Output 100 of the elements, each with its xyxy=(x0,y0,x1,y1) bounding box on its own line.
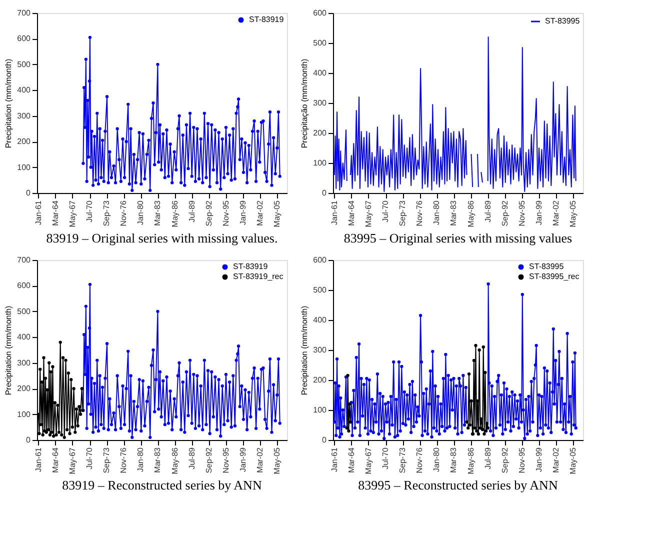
x-tick-label: Sep-92 xyxy=(204,446,214,474)
y-tick-label: 300 xyxy=(313,346,328,354)
x-tick-label: May-86 xyxy=(170,446,180,474)
x-tick-label: Sep-92 xyxy=(204,200,214,226)
x-tick-label: Mar-02 xyxy=(256,200,265,226)
text: 83919 – Reconstructed series by ANN xyxy=(62,478,262,493)
x-tick-label: Jan-61 xyxy=(330,200,339,225)
y-tick-label: 700 xyxy=(17,8,32,18)
x-tick-label: May-05 xyxy=(568,200,578,228)
x-tick-label: May-86 xyxy=(170,200,180,228)
x-tick-label: Nov-95 xyxy=(221,446,230,474)
x-tick-label: Mar-64 xyxy=(50,200,60,226)
x-tick-label: Sep-92 xyxy=(500,446,510,474)
y-tick-label: 600 xyxy=(17,281,32,290)
y-tick-label: 500 xyxy=(17,306,32,316)
x-tick-label: Mar-02 xyxy=(552,200,561,226)
y-tick-label: 400 xyxy=(17,332,32,342)
y-tick-label: 600 xyxy=(17,34,32,44)
legend-label: ST-83919 xyxy=(249,15,284,24)
y-tick-label: 300 xyxy=(313,98,328,108)
x-tick-label: Nov-76 xyxy=(119,446,128,474)
x-tick-label: Jan-99 xyxy=(534,446,544,472)
y-axis-title: Precipitação (mm/month) xyxy=(300,58,310,148)
x-tick-label: Sep-73 xyxy=(102,200,112,226)
x-tick-label: Nov-76 xyxy=(415,200,424,226)
x-tick-label: Mar-83 xyxy=(153,446,162,473)
x-tick-label: Nov-76 xyxy=(415,446,424,474)
x-tick-label: Sep-73 xyxy=(102,446,112,474)
legend-label: ST-83919_rec xyxy=(233,272,284,281)
x-tick-label: Jan-80 xyxy=(136,200,146,225)
y-tick-label: 700 xyxy=(17,256,32,264)
x-tick-label: Sep-73 xyxy=(398,200,408,226)
y-tick-label: 0 xyxy=(26,436,32,444)
x-tick-label: Jan-80 xyxy=(432,446,442,472)
x-tick-label: Nov-95 xyxy=(517,446,526,474)
y-tick-label: 300 xyxy=(17,111,32,120)
x-tick-label: May-67 xyxy=(68,200,77,228)
x-tick-label: Mar-02 xyxy=(256,446,265,473)
x-tick-label: May-67 xyxy=(364,200,373,228)
y-tick-label: 600 xyxy=(313,256,328,264)
y-tick-label: 400 xyxy=(313,68,328,78)
y-axis-title: Precipitation (mm/month) xyxy=(4,58,14,148)
x-tick-label: Jul-89 xyxy=(187,200,196,222)
text: 83995 – Original series with missing values xyxy=(344,230,572,246)
y-tick-label: 400 xyxy=(17,86,32,95)
y-tick-label: 100 xyxy=(17,410,32,419)
legend-label: ST-83995 xyxy=(545,16,580,26)
y-tick-label: 200 xyxy=(17,384,32,394)
x-tick-label: Mar-83 xyxy=(449,200,458,226)
x-tick-label: Jul-89 xyxy=(483,200,492,222)
x-tick-label: Jul-70 xyxy=(381,200,390,222)
x-tick-label: Mar-64 xyxy=(346,200,356,226)
x-tick-label: Mar-83 xyxy=(153,200,162,226)
y-tick-label: 0 xyxy=(322,436,328,444)
x-tick-label: May-05 xyxy=(272,446,282,474)
x-tick-label: Jan-99 xyxy=(238,200,248,225)
y-tick-label: 200 xyxy=(313,376,328,384)
y-tick-label: 600 xyxy=(313,8,328,18)
x-tick-label: Mar-64 xyxy=(346,446,356,473)
y-tick-label: 0 xyxy=(322,188,328,198)
y-tick-label: 200 xyxy=(313,128,328,138)
x-tick-label: Jan-99 xyxy=(534,200,544,225)
y-tick-label: 400 xyxy=(313,316,328,324)
y-tick-label: 500 xyxy=(313,38,328,48)
y-tick-label: 500 xyxy=(17,60,32,69)
x-tick-label: Jan-80 xyxy=(136,446,146,472)
x-tick-label: Jan-80 xyxy=(432,200,442,225)
y-tick-label: 100 xyxy=(17,162,32,172)
x-tick-label: Nov-95 xyxy=(517,200,526,226)
y-tick-label: 200 xyxy=(17,137,32,146)
x-tick-label: Jul-70 xyxy=(85,200,94,222)
y-axis-title: Precipitation (mm/month) xyxy=(300,305,310,396)
y-tick-label: 500 xyxy=(313,286,328,294)
x-tick-label: Mar-64 xyxy=(50,446,60,473)
x-tick-label: May-05 xyxy=(272,200,282,228)
x-tick-label: May-86 xyxy=(466,200,476,228)
legend-label: ST-83995 xyxy=(529,262,564,271)
x-tick-label: Jul-89 xyxy=(483,446,492,470)
x-tick-label: May-67 xyxy=(68,446,77,474)
x-tick-label: Mar-83 xyxy=(449,446,458,473)
x-tick-label: Jan-61 xyxy=(34,446,43,472)
x-tick-label: Sep-73 xyxy=(398,446,408,474)
x-tick-label: Nov-76 xyxy=(119,200,128,226)
x-tick-label: Sep-92 xyxy=(500,200,510,226)
legend-label: ST-83919 xyxy=(233,262,268,271)
y-axis-title: Precipitation (mm/month) xyxy=(4,305,14,396)
y-tick-label: 100 xyxy=(313,158,328,168)
x-tick-label: Jul-70 xyxy=(85,446,94,470)
x-tick-label: Jul-89 xyxy=(187,446,196,470)
x-tick-label: May-86 xyxy=(466,446,476,474)
x-tick-label: Nov-95 xyxy=(221,200,230,226)
legend-label: ST-83995_rec xyxy=(529,272,580,281)
text: 83919 – Original series with missing values. xyxy=(46,230,278,246)
x-tick-label: Mar-02 xyxy=(552,446,561,473)
y-tick-label: 300 xyxy=(17,358,32,368)
x-tick-label: Jan-61 xyxy=(34,200,43,225)
x-tick-label: Jan-99 xyxy=(238,446,248,472)
y-tick-label: 0 xyxy=(26,188,32,198)
x-tick-label: Jan-61 xyxy=(330,446,339,472)
y-tick-label: 100 xyxy=(313,406,328,414)
